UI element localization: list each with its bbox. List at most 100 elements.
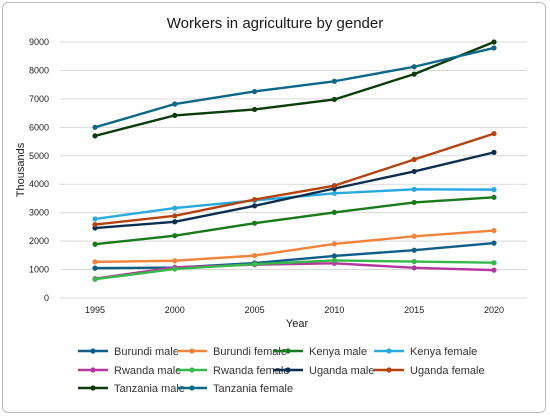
- legend-label: Kenya male: [309, 346, 367, 358]
- x-tick-label: 2005: [245, 305, 265, 315]
- y-tick-labels: 0 1000 2000 3000 4000 5000 6000 7000 8000 9000: [29, 37, 49, 303]
- data-point: [172, 258, 178, 264]
- data-point: [172, 101, 178, 107]
- legend-label: Kenya female: [410, 346, 477, 358]
- legend-marker: [386, 348, 392, 354]
- y-axis-title: Thousands: [15, 142, 27, 197]
- data-point: [491, 130, 497, 137]
- data-point: [172, 205, 178, 211]
- data-point: [92, 222, 98, 228]
- legend-item: Kenya female: [374, 346, 477, 358]
- x-tick-label: 2015: [404, 305, 424, 315]
- data-point: [411, 265, 417, 271]
- series-line-tanzania-male: [94, 40, 495, 138]
- data-point: [92, 276, 98, 282]
- legend-marker: [386, 367, 392, 373]
- gridlines: [60, 41, 527, 299]
- legend-item: Kenya male: [273, 346, 367, 358]
- y-tick-label: 4000: [29, 179, 49, 189]
- y-tick-label: 5000: [29, 151, 49, 161]
- data-point: [252, 196, 258, 203]
- series-line-rwanda-female: [94, 259, 495, 281]
- data-point: [172, 266, 178, 272]
- legend-marker: [285, 348, 291, 354]
- data-point: [92, 265, 98, 271]
- legend: Burundi male Burundi female Kenya male Keny…: [78, 346, 485, 395]
- series-line-kenya-male: [94, 196, 495, 246]
- y-tick-label: 0: [44, 293, 49, 303]
- series-burundi-male: [92, 240, 497, 271]
- legend-marker: [90, 385, 96, 391]
- data-point: [331, 253, 337, 259]
- data-point: [331, 209, 337, 215]
- legend-label: Rwanda male: [114, 365, 181, 377]
- data-point: [331, 241, 337, 247]
- legend-marker: [90, 367, 96, 373]
- data-point: [331, 190, 337, 196]
- legend-label: Burundi female: [213, 346, 287, 358]
- series-kenya-male: [92, 194, 497, 247]
- legend-item: Burundi female: [177, 346, 287, 358]
- data-point: [92, 259, 98, 265]
- data-point: [411, 186, 417, 192]
- legend-item: Rwanda male: [78, 365, 181, 377]
- data-point: [411, 247, 417, 253]
- y-tick-label: 2000: [29, 236, 49, 246]
- series-burundi-female: [92, 227, 497, 265]
- data-point: [172, 112, 178, 118]
- series-line-tanzania-female: [94, 46, 495, 129]
- x-tick-labels: 1995 2000 2005 2010 2015 2020: [85, 305, 504, 315]
- legend-label: Rwanda female: [213, 365, 289, 377]
- data-point: [331, 257, 337, 264]
- y-tick-label: 8000: [29, 65, 49, 75]
- data-point: [411, 156, 417, 163]
- series-line-burundi-male: [94, 241, 495, 270]
- y-tick-label: 7000: [29, 94, 49, 104]
- data-point: [491, 240, 497, 246]
- data-point: [252, 220, 258, 226]
- x-tick-label: 2020: [484, 305, 504, 315]
- data-point: [172, 219, 178, 225]
- data-point: [411, 168, 417, 175]
- data-point: [92, 216, 98, 222]
- data-point: [92, 124, 98, 130]
- legend-label: Uganda female: [410, 365, 485, 377]
- data-point: [252, 88, 258, 95]
- series-line-uganda-male: [94, 151, 495, 230]
- legend-marker: [189, 367, 195, 373]
- data-point: [252, 253, 258, 259]
- series-rwanda-female: [92, 257, 497, 282]
- x-tick-label: 1995: [85, 305, 105, 315]
- y-tick-label: 6000: [29, 122, 49, 132]
- data-point: [411, 199, 417, 206]
- series-tanzania-female: [92, 45, 497, 130]
- data-point: [491, 39, 497, 45]
- data-point: [491, 260, 497, 266]
- legend-item: Uganda male: [273, 365, 374, 377]
- legend-label: Burundi male: [114, 346, 179, 358]
- legend-item: Tanzania male: [78, 383, 185, 395]
- legend-label: Tanzania male: [114, 383, 185, 395]
- data-point: [172, 233, 178, 239]
- data-point: [92, 133, 98, 139]
- data-point: [411, 258, 417, 265]
- legend-marker: [189, 348, 195, 354]
- data-point: [172, 213, 178, 219]
- y-tick-label: 9000: [29, 37, 49, 47]
- data-point: [92, 241, 98, 247]
- legend-marker: [90, 348, 96, 354]
- series-line-rwanda-male: [94, 262, 495, 280]
- data-point: [411, 71, 417, 77]
- data-point: [411, 233, 417, 239]
- chart-title: Workers in agriculture by gender: [167, 15, 384, 32]
- data-point: [491, 194, 497, 200]
- series-lines: [92, 39, 497, 282]
- legend-label: Tanzania female: [213, 383, 293, 395]
- legend-item: Rwanda female: [177, 365, 289, 377]
- data-point: [491, 149, 497, 155]
- series-uganda-female: [92, 130, 497, 228]
- data-point: [252, 261, 258, 267]
- series-line-burundi-female: [94, 229, 495, 264]
- y-tick-label: 1000: [29, 265, 49, 275]
